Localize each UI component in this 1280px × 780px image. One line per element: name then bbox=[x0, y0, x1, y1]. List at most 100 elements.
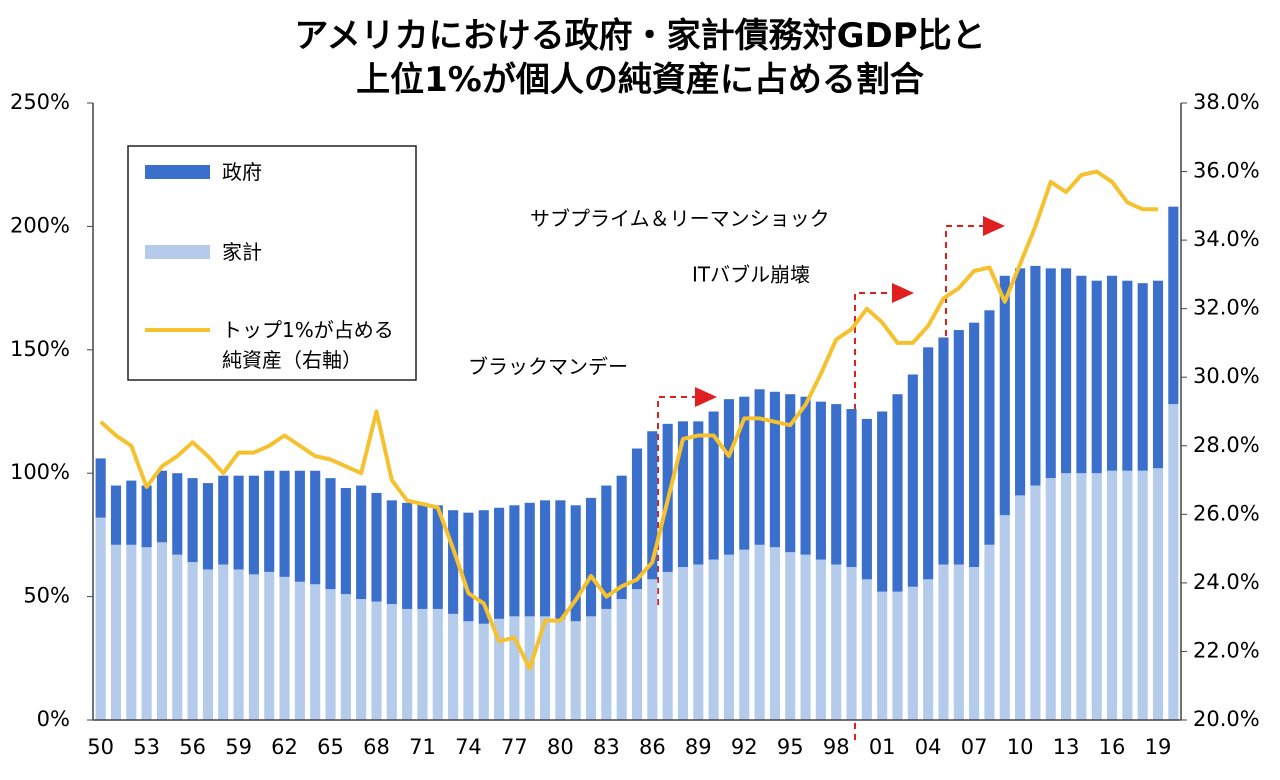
x-tick-label: 68 bbox=[363, 735, 390, 759]
bars bbox=[95, 206, 1179, 720]
bar-segment bbox=[95, 458, 106, 518]
bar-segment bbox=[739, 396, 750, 550]
annotation: ITバブル崩壊 bbox=[692, 263, 810, 287]
x-tick-label: 50 bbox=[87, 735, 114, 759]
bar-segment bbox=[156, 470, 168, 543]
bar-segment bbox=[1061, 473, 1072, 720]
x-tick-label: 56 bbox=[179, 735, 206, 759]
bar-segment bbox=[156, 542, 168, 720]
legend-label: 家計 bbox=[222, 240, 262, 264]
y2-tick-label: 22.0% bbox=[1193, 638, 1260, 662]
y2-tick-label: 30.0% bbox=[1193, 364, 1260, 388]
bar-segment bbox=[463, 621, 474, 720]
x-tick-label: 16 bbox=[1099, 735, 1126, 759]
bar-segment bbox=[723, 399, 735, 555]
y2-tick-label: 26.0% bbox=[1193, 501, 1260, 525]
bar-segment bbox=[739, 549, 750, 720]
bar-segment bbox=[172, 554, 183, 720]
bar-segment bbox=[585, 616, 597, 720]
bar-segment bbox=[800, 396, 811, 555]
bar-segment bbox=[463, 512, 474, 622]
x-tick-label: 13 bbox=[1053, 735, 1080, 759]
bar-segment bbox=[448, 510, 459, 614]
bar-segment bbox=[340, 488, 351, 595]
bar-segment bbox=[708, 559, 719, 720]
bar-segment bbox=[1015, 495, 1026, 720]
bar-segment bbox=[785, 552, 796, 720]
x-tick-label: 59 bbox=[225, 735, 252, 759]
bar-segment bbox=[478, 623, 489, 720]
bar-segment bbox=[248, 574, 259, 720]
bar-segment bbox=[356, 485, 367, 600]
legend-label: 政府 bbox=[222, 160, 262, 184]
y-tick-label: 0% bbox=[37, 707, 70, 731]
bar-segment bbox=[877, 591, 888, 720]
bar-segment bbox=[969, 566, 980, 720]
x-tick-label: 92 bbox=[731, 735, 758, 759]
bar-segment bbox=[1030, 485, 1041, 720]
y2-tick-label: 32.0% bbox=[1193, 296, 1260, 320]
chart-title: アメリカにおける政府・家計債務対GDP比と 上位1%が個人の純資産に占める割合 bbox=[294, 16, 986, 100]
annotation-arrows bbox=[695, 216, 1005, 407]
bar-segment bbox=[432, 505, 443, 609]
bar-segment bbox=[570, 505, 581, 622]
annotation: ブラックマンデー bbox=[468, 355, 628, 379]
bar-segment bbox=[248, 475, 259, 575]
bar-segment bbox=[279, 576, 290, 720]
bar-segment bbox=[708, 411, 719, 560]
y-tick-label: 200% bbox=[10, 213, 70, 237]
bar-segment bbox=[555, 618, 566, 720]
bar-segment bbox=[371, 601, 382, 720]
bar-segment bbox=[478, 510, 489, 624]
bar-segment bbox=[524, 502, 535, 617]
bar-segment bbox=[509, 616, 520, 720]
bar-segment bbox=[448, 613, 459, 720]
bar-segment bbox=[187, 562, 198, 720]
bar-segment bbox=[570, 621, 581, 720]
y-tick-label: 150% bbox=[10, 337, 70, 361]
bar-segment bbox=[279, 470, 290, 577]
bar-segment bbox=[1076, 473, 1087, 720]
bar-segment bbox=[1137, 470, 1148, 720]
bar-segment bbox=[984, 544, 995, 720]
bar-segment bbox=[907, 586, 918, 720]
bar-segment bbox=[846, 409, 857, 567]
bar-segment bbox=[1061, 268, 1072, 474]
bar-segment bbox=[1106, 275, 1118, 471]
x-tick-label: 86 bbox=[639, 735, 666, 759]
bar-segment bbox=[999, 275, 1010, 516]
bar-segment bbox=[1045, 268, 1056, 479]
bar-segment bbox=[953, 330, 964, 565]
bar-segment bbox=[1091, 280, 1102, 474]
bar-segment bbox=[785, 394, 796, 553]
bar-segment bbox=[769, 391, 780, 548]
bar-segment bbox=[1152, 468, 1164, 720]
y2-tick-label: 28.0% bbox=[1193, 433, 1260, 457]
bar-segment bbox=[723, 554, 735, 720]
arrow bbox=[695, 387, 717, 407]
x-tick-label: 80 bbox=[547, 735, 574, 759]
bar-segment bbox=[539, 500, 551, 617]
legend-swatch bbox=[145, 165, 210, 179]
bar-segment bbox=[110, 544, 122, 720]
bar-segment bbox=[601, 485, 612, 609]
bar-segment bbox=[1030, 265, 1041, 486]
bar-segment bbox=[693, 564, 704, 720]
bar-segment bbox=[356, 599, 367, 720]
bar-segment bbox=[585, 497, 597, 617]
bar-segment bbox=[325, 589, 336, 720]
bar-segment bbox=[310, 584, 321, 720]
bar-segment bbox=[1137, 283, 1148, 471]
x-tick-label: 53 bbox=[133, 735, 160, 759]
x-tick-label: 71 bbox=[409, 735, 436, 759]
bar-segment bbox=[371, 492, 382, 602]
bar-segment bbox=[677, 566, 689, 720]
x-tick-label: 07 bbox=[961, 735, 988, 759]
bar-segment bbox=[754, 544, 765, 720]
bar-segment bbox=[402, 502, 413, 609]
bar-segment bbox=[677, 421, 689, 567]
bar-segment bbox=[693, 421, 704, 565]
y2-tick-label: 24.0% bbox=[1193, 570, 1260, 594]
bar-segment bbox=[402, 608, 413, 720]
